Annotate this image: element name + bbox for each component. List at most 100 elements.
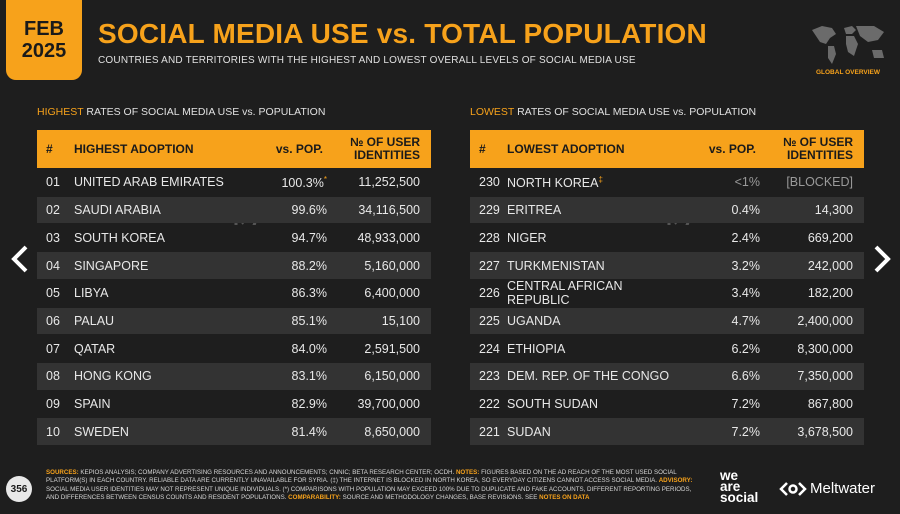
row-pct: 88.2% [291, 258, 327, 273]
header-pct: vs. POP. [708, 142, 756, 156]
row-users: 15,100 [381, 313, 420, 328]
table-row: 08 HONG KONG 83.1% 6,150,000 [37, 363, 431, 390]
row-country: HONG KONG [74, 369, 152, 384]
row-country: PALAU [74, 313, 115, 328]
header-users: № OF USER IDENTITIES [782, 135, 853, 162]
table-row: 03 SOUTH KOREA 94.7% 48,933,000 [37, 224, 431, 252]
row-pct: 84.0% [291, 341, 327, 356]
row-country: SOUTH SUDAN [507, 396, 598, 411]
row-country: CENTRAL AFRICAN REPUBLIC [507, 279, 623, 308]
row-rank: 03 [46, 230, 60, 245]
header-users: № OF USER IDENTITIES [349, 135, 420, 162]
row-pct: 81.4% [291, 424, 327, 439]
advisory-label: ADVISORY: [658, 477, 693, 485]
header-pct: vs. POP. [275, 142, 323, 156]
table-row: 10 SWEDEN 81.4% 8,650,000 [37, 418, 431, 445]
table-row: 227 TURKMENISTAN 3.2% 242,000 [470, 252, 864, 279]
highest-adoption-table: # HIGHEST ADOPTION vs. POP. № OF USER ID… [37, 130, 431, 445]
row-pct: 86.3% [291, 286, 327, 301]
row-pct: 6.2% [731, 341, 761, 356]
row-rank: 07 [46, 341, 60, 356]
page-subtitle: COUNTRIES AND TERRITORIES WITH THE HIGHE… [98, 55, 636, 66]
row-pct: 7.2% [731, 424, 761, 439]
lowest-adoption-table: # LOWEST ADOPTION vs. POP. № OF USER IDE… [470, 130, 864, 445]
row-pct: 2.4% [731, 230, 761, 245]
we-are-social-logo: we are social [720, 468, 770, 505]
row-users: 5,160,000 [364, 258, 420, 273]
page-number: 356 [6, 476, 32, 502]
meltwater-logo: Meltwater [779, 480, 875, 497]
sources-label: SOURCES: [46, 469, 79, 476]
row-rank: 04 [46, 258, 60, 273]
row-users: 3,678,500 [797, 424, 853, 439]
notes-on-data-link[interactable]: NOTES ON DATA [539, 494, 590, 502]
row-rank: 02 [46, 203, 60, 218]
highest-label-rest: RATES OF SOCIAL MEDIA USE vs. POPULATION [83, 106, 326, 118]
logo-line-1: we [720, 468, 739, 483]
row-rank: 09 [46, 396, 60, 411]
row-pct: 3.2% [731, 258, 761, 273]
table-row: 01 UNITED ARAB EMIRATES 100.3%* 11,252,5… [37, 169, 431, 196]
footnote-marker: ‡ [598, 174, 603, 184]
table-row: 02 SAUDI ARABIA 99.6% 34,116,500 [37, 196, 431, 224]
header-name: LOWEST ADOPTION [507, 142, 625, 156]
table-row: 09 SPAIN 82.9% 39,700,000 [37, 390, 431, 418]
row-pct: 100.3%* [249, 175, 337, 190]
world-map-icon [812, 26, 884, 64]
lowest-section-label: LOWEST RATES OF SOCIAL MEDIA USE vs. POP… [470, 106, 756, 118]
page-title: SOCIAL MEDIA USE vs. TOTAL POPULATION [98, 18, 707, 49]
footnote-marker: * [323, 174, 327, 184]
row-country: SOUTH KOREA [74, 230, 165, 245]
row-users: [BLOCKED] [786, 175, 853, 190]
table-header: # LOWEST ADOPTION vs. POP. № OF USER IDE… [470, 130, 864, 168]
logo-line-2: are [720, 479, 741, 494]
row-users: 6,150,000 [364, 369, 420, 384]
map-caption: GLOBAL OVERVIEW [815, 69, 881, 76]
row-users: 48,933,000 [357, 230, 420, 245]
row-pct: 83.1% [291, 369, 327, 384]
row-rank: 225 [479, 313, 500, 328]
lowest-label-rest: RATES OF SOCIAL MEDIA USE vs. POPULATION [514, 106, 757, 118]
row-country: ETHIOPIA [507, 341, 566, 356]
row-users: 2,591,500 [364, 341, 420, 356]
row-pct: 3.4% [731, 286, 761, 301]
table-row: 226 CENTRAL AFRICAN REPUBLIC 3.4% 182,20… [470, 279, 864, 308]
row-rank: 222 [479, 396, 500, 411]
country-name: NORTH KOREA [507, 176, 599, 191]
row-pct: 4.7% [731, 313, 761, 328]
notes-text: FIGURES BASED ON THE AD REACH OF THE MOS… [46, 469, 677, 485]
chevron-left-icon[interactable] [8, 244, 32, 274]
row-users: 7,350,000 [797, 369, 853, 384]
row-users: 182,200 [807, 286, 853, 301]
table-row: 229 ERITREA 0.4% 14,300 [470, 196, 864, 224]
highest-section-label: HIGHEST RATES OF SOCIAL MEDIA USE vs. PO… [37, 106, 325, 118]
table-row: 230 NORTH KOREA‡ <1% [BLOCKED] [470, 169, 864, 196]
row-country: DEM. REP. OF THE CONGO [507, 369, 670, 384]
row-rank: 01 [46, 175, 60, 190]
table-header: # HIGHEST ADOPTION vs. POP. № OF USER ID… [37, 130, 431, 168]
row-country: LIBYA [74, 286, 109, 301]
row-rank: 226 [479, 286, 500, 301]
row-country: SPAIN [74, 396, 111, 411]
row-users: 39,700,000 [357, 396, 420, 411]
row-pct: 7.2% [731, 396, 761, 411]
table-row: 07 QATAR 84.0% 2,591,500 [37, 335, 431, 362]
row-rank: 221 [479, 424, 500, 439]
pct-value: 100.3% [281, 176, 324, 191]
row-country: UNITED ARAB EMIRATES [74, 175, 224, 190]
lowest-label-highlight: LOWEST [470, 106, 515, 118]
row-pct: 99.6% [291, 203, 327, 218]
advisory-text: SOCIAL MEDIA USER IDENTITIES MAY NOT REP… [46, 485, 692, 502]
row-users: 11,252,500 [358, 175, 420, 190]
row-country: SINGAPORE [74, 258, 149, 273]
row-pct: 6.6% [731, 369, 761, 384]
table-row: 222 SOUTH SUDAN 7.2% 867,800 [470, 390, 864, 418]
comparability-label: COMPARABILITY: [288, 494, 341, 502]
table-row: 221 SUDAN 7.2% 3,678,500 [470, 418, 864, 445]
row-users: 6,400,000 [364, 286, 420, 301]
row-rank: 227 [479, 258, 500, 273]
row-country: NORTH KOREA‡ [507, 175, 682, 190]
chevron-right-icon[interactable] [870, 244, 894, 274]
table-row: 223 DEM. REP. OF THE CONGO 6.6% 7,350,00… [470, 363, 864, 390]
row-pct: 94.7% [291, 230, 327, 245]
